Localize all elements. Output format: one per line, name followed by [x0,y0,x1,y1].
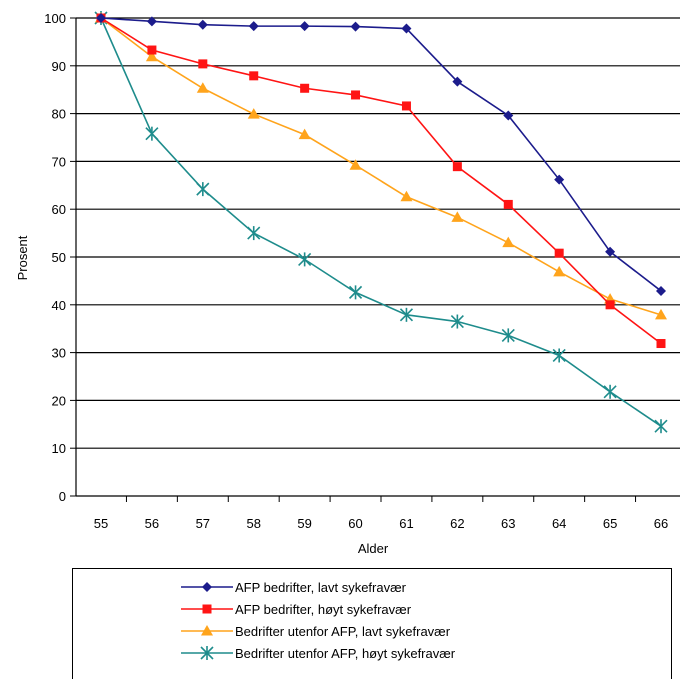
data-point [349,159,362,170]
y-tick-label: 70 [52,154,66,169]
x-tick-label: 62 [450,516,464,531]
data-point [655,308,667,320]
y-tick-label: 40 [52,298,66,313]
legend-label: AFP bedrifter, lavt sykefravær [235,579,406,595]
x-tick-label: 66 [654,516,668,531]
data-point [196,182,210,197]
y-tick-label: 20 [52,393,66,408]
data-point [501,328,515,343]
data-point [554,248,564,258]
data-point [247,226,261,241]
legend-item: Bedrifter utenfor AFP, lavt sykefravær [181,621,450,641]
legend-item: AFP bedrifter, lavt sykefravær [181,577,406,597]
data-point [300,83,310,93]
data-point [503,110,514,121]
data-point [249,71,259,81]
data-point [298,252,312,267]
data-point [298,128,311,140]
data-point [554,174,565,185]
data-point [605,246,616,257]
x-tick-label: 56 [145,516,159,531]
x-axis-label: Alder [358,541,389,556]
series-line [100,17,662,345]
data-point [605,300,615,310]
data-point [451,211,464,222]
data-point [147,45,157,55]
x-tick-label: 65 [603,516,617,531]
data-point [348,285,363,300]
data-point [145,126,159,141]
data-point [145,50,158,62]
legend-marker [202,582,212,592]
legend-item: Bedrifter utenfor AFP, høyt sykefravær [181,643,455,663]
data-point [401,23,412,34]
series-lines [94,11,668,434]
series-line [100,17,662,427]
data-point [656,285,666,296]
data-point [452,76,463,87]
y-axis-label: Prosent [15,235,30,280]
x-tick-label: 59 [297,516,311,531]
data-point [197,19,208,30]
data-point [351,90,361,100]
legend-swatch [181,646,233,660]
legend-label: Bedrifter utenfor AFP, lavt sykefravær [235,623,451,639]
data-point [553,265,566,277]
data-point [248,21,259,32]
y-tick-label: 90 [52,59,66,74]
axes [70,17,680,502]
legend-marker [202,604,212,614]
x-tick-label: 57 [196,516,210,531]
data-point [654,419,668,434]
data-point [603,384,617,399]
legend-swatch [181,625,233,636]
legend-swatch [181,582,233,592]
x-tick-label: 61 [399,516,413,531]
data-point [452,162,462,172]
x-tick-label: 55 [94,516,108,531]
data-point [450,314,464,329]
data-point [400,190,413,202]
y-tick-label: 10 [52,441,66,456]
data-point [146,16,157,27]
legend-marker [201,625,213,636]
x-tick-label: 64 [552,516,566,531]
data-point [350,21,361,32]
data-point [656,339,666,349]
series-diamond [96,13,666,296]
y-tick-label: 100 [44,11,66,26]
line-chart: 0 10 20 30 40 50 60 70 80 90 100 55 56 57 58 59 60 61 62 6… [15,11,680,556]
series-square [96,13,666,349]
gridlines [76,17,680,449]
y-tick-label: 80 [52,107,66,122]
legend-swatch [181,604,233,614]
x-tick-label: 60 [348,516,362,531]
y-tick-labels: 0 10 20 30 40 50 60 70 80 90 100 [44,11,66,504]
data-point [552,348,566,363]
data-point [399,307,414,322]
y-tick-label: 50 [52,250,66,265]
legend-label: AFP bedrifter, høyt sykefravær [235,601,412,617]
y-tick-label: 30 [52,346,66,361]
series-line [100,17,662,316]
data-point [502,236,515,248]
data-point [196,82,209,93]
data-point [247,108,260,119]
data-point [96,13,106,23]
data-point [503,199,513,209]
y-tick-label: 0 [59,489,66,504]
legend-label: Bedrifter utenfor AFP, høyt sykefravær [235,645,456,661]
y-tick-label: 60 [52,202,66,217]
data-point [198,59,208,69]
legend-marker [200,646,214,660]
data-point [401,101,411,111]
x-tick-labels: 55 56 57 58 59 60 61 62 63 64 65 66 [94,516,668,531]
legend-item: AFP bedrifter, høyt sykefravær [181,599,411,619]
legend: AFP bedrifter, lavt sykefravær AFP bedrif… [72,568,672,679]
x-tick-label: 58 [246,516,260,531]
data-point [299,21,310,32]
x-tick-label: 63 [501,516,515,531]
series-line [100,17,662,292]
